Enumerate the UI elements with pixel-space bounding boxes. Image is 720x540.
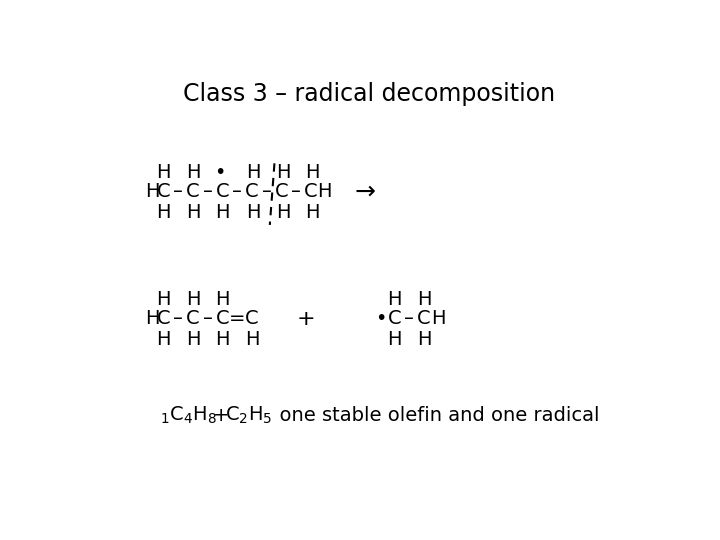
Text: H: H [215, 203, 230, 222]
Text: H: H [276, 203, 290, 222]
Text: –: – [291, 183, 301, 201]
Text: H: H [186, 290, 200, 309]
Text: H: H [276, 163, 290, 182]
Text: •: • [214, 163, 225, 182]
Text: H: H [417, 290, 431, 309]
Text: –: – [174, 309, 184, 328]
Text: H: H [156, 203, 171, 222]
Text: H: H [186, 330, 200, 349]
Text: C$_2$H$_5$: C$_2$H$_5$ [225, 404, 272, 426]
Text: H: H [305, 163, 320, 182]
Text: H: H [145, 183, 159, 201]
Text: H: H [215, 290, 230, 309]
Text: C: C [246, 309, 258, 328]
Text: C: C [216, 309, 230, 328]
Text: →: → [355, 180, 376, 204]
Text: C: C [246, 183, 258, 201]
Text: +: + [212, 406, 229, 424]
Text: C: C [216, 183, 230, 201]
Text: H: H [156, 330, 171, 349]
Text: –: – [233, 183, 242, 201]
Text: one stable olefin and one radical: one stable olefin and one radical [266, 406, 599, 424]
Text: C: C [186, 183, 200, 201]
Text: H: H [145, 309, 159, 328]
Text: H: H [156, 163, 171, 182]
Text: C: C [157, 183, 171, 201]
Text: H: H [387, 330, 402, 349]
Text: C: C [388, 309, 401, 328]
Text: H: H [431, 309, 445, 328]
Text: C: C [274, 183, 288, 201]
Text: •: • [375, 309, 387, 328]
Text: H: H [156, 290, 171, 309]
Text: $_1$C$_4$H$_8$: $_1$C$_4$H$_8$ [160, 404, 217, 426]
Text: C: C [417, 309, 431, 328]
Text: –: – [262, 183, 271, 201]
Text: H: H [246, 203, 261, 222]
Text: C: C [304, 183, 318, 201]
Text: H: H [305, 203, 320, 222]
Text: =: = [229, 309, 246, 328]
Text: H: H [215, 330, 230, 349]
Text: –: – [405, 309, 414, 328]
Text: H: H [318, 183, 332, 201]
Text: H: H [186, 203, 200, 222]
Text: H: H [387, 290, 402, 309]
Text: C: C [186, 309, 200, 328]
Text: H: H [186, 163, 200, 182]
Text: H: H [245, 330, 259, 349]
Text: –: – [174, 183, 184, 201]
Text: –: – [203, 183, 212, 201]
Text: H: H [246, 163, 261, 182]
Text: H: H [417, 330, 431, 349]
Text: C: C [157, 309, 171, 328]
Text: Class 3 – radical decomposition: Class 3 – radical decomposition [183, 82, 555, 106]
Text: +: + [296, 309, 315, 329]
Text: –: – [203, 309, 212, 328]
